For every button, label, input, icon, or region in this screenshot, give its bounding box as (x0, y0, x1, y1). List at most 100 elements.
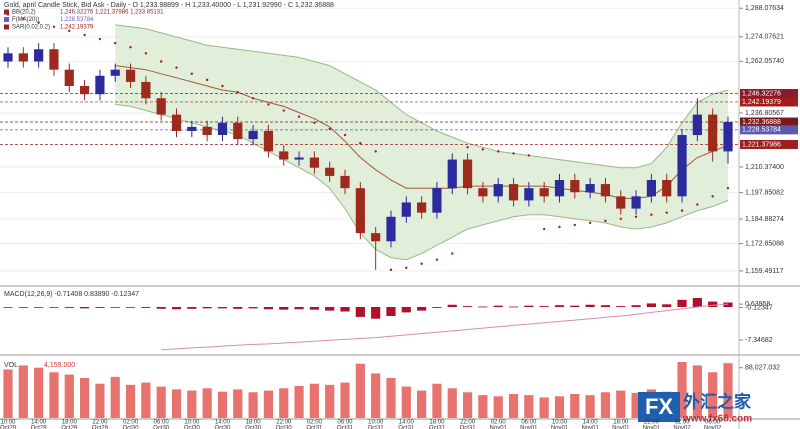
sar-dot (236, 90, 239, 94)
sar-dot (22, 17, 25, 20)
volume-bar (217, 391, 228, 418)
x-tick-label: 14:00 (583, 420, 599, 426)
x-tick-label: 10:00 (368, 420, 384, 426)
x-tick-label: 06:00 (154, 420, 170, 426)
legend-value: 1,228.53784 (60, 17, 94, 23)
y-tick-label: 1,236.80567 (745, 110, 784, 117)
x-tick-date: Oct30 (123, 426, 140, 429)
sar-dot (374, 150, 377, 153)
bollinger-middle (115, 65, 729, 199)
macd-bar (156, 307, 166, 309)
x-tick-label: 02:00 (491, 420, 507, 426)
volume-bar (447, 388, 457, 418)
volume-bar (80, 378, 90, 418)
x-tick-date: Nov01 (490, 426, 508, 429)
sar-dot (144, 52, 148, 55)
legend-swatch (4, 9, 9, 15)
volume-bar (294, 386, 304, 418)
x-tick-label: 22:00 (92, 420, 108, 426)
candle-body (125, 69, 136, 82)
x-tick-date: Oct31 (306, 426, 323, 429)
chart-subtitle: Candle Stick, Bid Ask - Daily - O 1,233.… (38, 2, 334, 9)
candle-body (677, 135, 687, 197)
candle-body (723, 122, 733, 152)
macd-bar (95, 307, 105, 308)
volume-bar (110, 376, 120, 418)
sar-dot (313, 121, 316, 124)
candle-body (110, 69, 120, 76)
brand-name: 外汇之家 (683, 391, 751, 411)
sar-dot (711, 195, 714, 198)
sar-dot (420, 262, 423, 265)
x-tick-label: 18:00 (613, 420, 629, 426)
sar-dot (190, 72, 194, 75)
volume-bar (233, 389, 243, 418)
logo-box (638, 392, 680, 422)
candle-body (3, 53, 13, 62)
macd-bar (309, 307, 319, 310)
volume-bar (432, 383, 442, 418)
macd-bar (508, 306, 519, 308)
sar-dot (389, 268, 393, 272)
macd-bar (723, 302, 733, 307)
macd-line (161, 303, 729, 351)
macd-bar (646, 303, 656, 307)
candle-body (233, 122, 243, 140)
volume-bar (3, 369, 13, 418)
y-tick-label: 88,027.032 (745, 365, 780, 372)
macd-bar (417, 307, 427, 311)
price-label-box (740, 125, 798, 135)
volume-bar (309, 383, 319, 418)
sar-dot (619, 217, 622, 221)
macd-bar (171, 307, 182, 310)
macd-bar (34, 307, 44, 308)
macd-bar (217, 307, 228, 309)
candle-body (692, 114, 702, 136)
price-label-box (740, 117, 798, 127)
candle-body (156, 98, 166, 115)
candle-body (708, 114, 718, 152)
x-tick-label: 18:00 (429, 420, 445, 426)
y-tick-label: 1,274.07621 (745, 34, 784, 41)
macd-bar (616, 306, 626, 307)
sar-dot (83, 33, 86, 37)
x-tick-date: Nov01 (551, 426, 569, 429)
x-tick-date: Nov01 (581, 426, 599, 429)
macd-bar (49, 307, 59, 308)
x-tick-label: 18:00 (62, 420, 78, 426)
candle-body (95, 75, 105, 95)
candle-body (64, 69, 74, 87)
x-tick-date: Oct31 (337, 426, 354, 429)
volume-bar (462, 392, 473, 418)
y-tick-label: 0.63958 (745, 301, 770, 308)
candle-body (340, 175, 350, 189)
macd-bar (662, 304, 672, 307)
sar-dot (159, 60, 163, 63)
x-tick-date: Oct31 (429, 426, 446, 429)
sar-dot (37, 21, 40, 24)
volume-bar (554, 396, 565, 418)
sar-dot (634, 215, 638, 218)
x-tick-date: Nov01 (612, 426, 630, 429)
x-tick-label: 02:00 (307, 420, 323, 426)
legend-name: SAR(0.02,0.2) (12, 25, 50, 31)
sar-dot (221, 84, 224, 88)
price-label-box (740, 97, 798, 107)
vol-title: VOL (4, 362, 18, 369)
volume-bar (95, 383, 105, 418)
x-tick-date: Nov01 (520, 426, 538, 429)
x-tick-label: 06:00 (705, 420, 721, 426)
sar-dot (604, 219, 607, 223)
volume-bar (524, 395, 534, 418)
price-label: 1,232.36888 (742, 119, 781, 126)
macd-bar (80, 307, 90, 309)
candle-body (263, 130, 274, 152)
macd-bar (371, 307, 381, 319)
candle-body (294, 157, 304, 160)
x-tick-label: 14:00 (215, 420, 231, 426)
macd-bar (355, 307, 365, 317)
macd-bar (493, 305, 503, 307)
macd-bar (294, 307, 304, 310)
bollinger-band (115, 24, 729, 260)
price-label-box (740, 89, 798, 99)
